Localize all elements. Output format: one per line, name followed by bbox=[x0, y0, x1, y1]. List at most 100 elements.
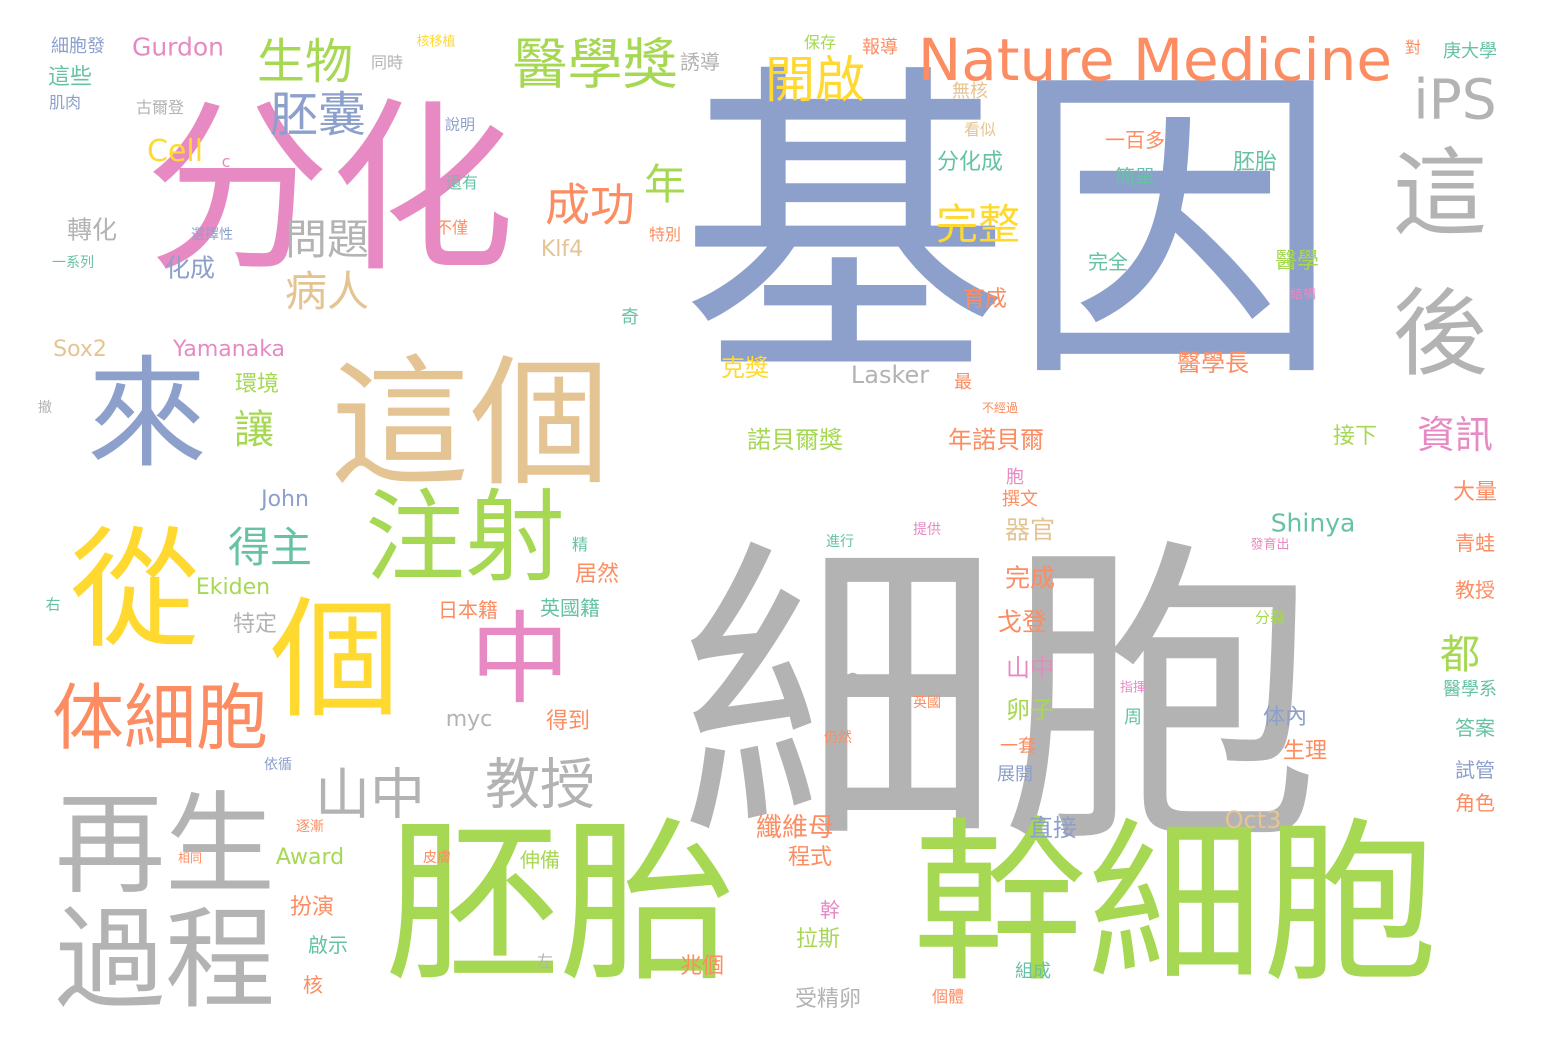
word: 完全 bbox=[1088, 250, 1128, 274]
word: 得主 bbox=[227, 523, 313, 572]
word: 說明 bbox=[444, 115, 476, 134]
word: 不經過 bbox=[981, 401, 1019, 415]
word: 來 bbox=[66, 350, 205, 470]
word: 一系列 bbox=[52, 255, 94, 271]
word: 從 bbox=[69, 514, 201, 666]
word: 醫學 bbox=[1274, 249, 1320, 274]
word: Ekiden bbox=[195, 575, 271, 600]
word: 提供 bbox=[913, 522, 941, 538]
word: 幹細胞 bbox=[912, 803, 1438, 1007]
word: 育成 bbox=[962, 287, 1008, 312]
word: 拉斯 bbox=[795, 927, 841, 952]
word: 生物 bbox=[256, 34, 354, 90]
word: 相同 bbox=[177, 851, 203, 865]
word: 右 bbox=[45, 595, 61, 614]
word: 幹 bbox=[820, 898, 840, 922]
word: 居然 bbox=[574, 562, 620, 587]
word: 庚大學 bbox=[1443, 41, 1497, 62]
word: 分化成 bbox=[936, 150, 1004, 175]
word: 同時 bbox=[370, 53, 404, 72]
word: 無核 bbox=[952, 81, 988, 102]
word: 胚胎 bbox=[385, 803, 735, 1007]
word: 戈登 bbox=[996, 607, 1048, 637]
word: 一百多 bbox=[1105, 128, 1165, 152]
word: 保存 bbox=[803, 33, 837, 52]
word: 誘導 bbox=[680, 50, 720, 74]
word: 山中 bbox=[1006, 654, 1054, 682]
word: 精 bbox=[571, 535, 589, 554]
word: 年諾貝爾 bbox=[948, 426, 1044, 454]
word: 依循 bbox=[264, 757, 292, 773]
word: 大量 bbox=[1452, 480, 1498, 505]
word: iPS bbox=[1413, 67, 1497, 132]
word: 教授 bbox=[1455, 578, 1495, 602]
word: Yamanaka bbox=[172, 337, 286, 362]
word: 再生 bbox=[55, 781, 275, 909]
word: 撰文 bbox=[1002, 489, 1038, 510]
word: 左 bbox=[536, 952, 554, 971]
word: 最 bbox=[954, 372, 972, 393]
word: c bbox=[221, 152, 231, 171]
word: 受精卵 bbox=[794, 987, 862, 1012]
word: 這 bbox=[1392, 139, 1488, 250]
word: 青蛙 bbox=[1455, 531, 1495, 555]
word: 核移植 bbox=[416, 34, 456, 50]
word: 克獎 bbox=[721, 354, 769, 382]
word: 器官 bbox=[1004, 515, 1056, 545]
word: 得到 bbox=[545, 709, 591, 734]
word: 都 bbox=[1440, 632, 1480, 678]
word: 醫學長 bbox=[1177, 349, 1249, 377]
word: 直接 bbox=[1029, 814, 1077, 842]
word: 体內 bbox=[1262, 705, 1308, 730]
word: 成功 bbox=[544, 178, 636, 232]
word: Nature Medicine bbox=[917, 26, 1393, 94]
word: 扮演 bbox=[289, 895, 335, 920]
word: 胚囊 bbox=[269, 87, 367, 143]
word: 胚胎 bbox=[1232, 150, 1278, 175]
word: 看似 bbox=[963, 120, 997, 139]
word: 核 bbox=[303, 973, 323, 997]
word: 接下 bbox=[1332, 424, 1378, 449]
word: 奇 bbox=[621, 307, 639, 328]
word: 醫學獎 bbox=[512, 32, 678, 97]
word: 不僅 bbox=[435, 218, 469, 237]
word: 讓 bbox=[234, 407, 274, 453]
word: 個 bbox=[269, 584, 401, 736]
word: Cell bbox=[146, 134, 204, 169]
word: 皮膚 bbox=[423, 850, 451, 866]
word: 問題 bbox=[284, 215, 370, 264]
word: 日本籍 bbox=[438, 598, 498, 622]
word: 報導 bbox=[862, 37, 898, 58]
word: 這個 bbox=[329, 343, 611, 506]
word: 試管 bbox=[1455, 758, 1495, 782]
word: 一套 bbox=[1000, 736, 1036, 757]
word: Shinya bbox=[1270, 508, 1356, 538]
word: 分裂 bbox=[1254, 608, 1286, 627]
word: 環境 bbox=[234, 372, 280, 397]
word: 病人 bbox=[284, 267, 370, 316]
word: 古爾登 bbox=[135, 98, 185, 117]
word: 對 bbox=[1404, 38, 1422, 57]
word: 答案 bbox=[1455, 716, 1495, 740]
word: Lasker bbox=[850, 361, 930, 389]
word: 分化 bbox=[145, 81, 515, 298]
word: 開啟 bbox=[765, 51, 865, 109]
word: 年 bbox=[643, 160, 687, 209]
word: myc bbox=[445, 707, 493, 732]
word: 發育出 bbox=[1250, 537, 1290, 553]
word: 指揮 bbox=[1119, 680, 1147, 696]
word: 醫學系 bbox=[1443, 679, 1497, 700]
word: 纖維母 bbox=[755, 813, 835, 843]
word: 還有 bbox=[445, 173, 479, 192]
word: 兆個 bbox=[679, 954, 725, 979]
word: 胞 bbox=[1006, 467, 1024, 488]
word: 啟示 bbox=[308, 933, 348, 957]
word: 結構 bbox=[1289, 287, 1317, 303]
word: 過程 bbox=[55, 896, 275, 1024]
word: 体細胞 bbox=[51, 676, 269, 760]
word: 個體 bbox=[931, 987, 965, 1006]
word: 轉化 bbox=[66, 215, 118, 245]
word: 注射 bbox=[365, 479, 565, 596]
word: Award bbox=[275, 845, 345, 870]
